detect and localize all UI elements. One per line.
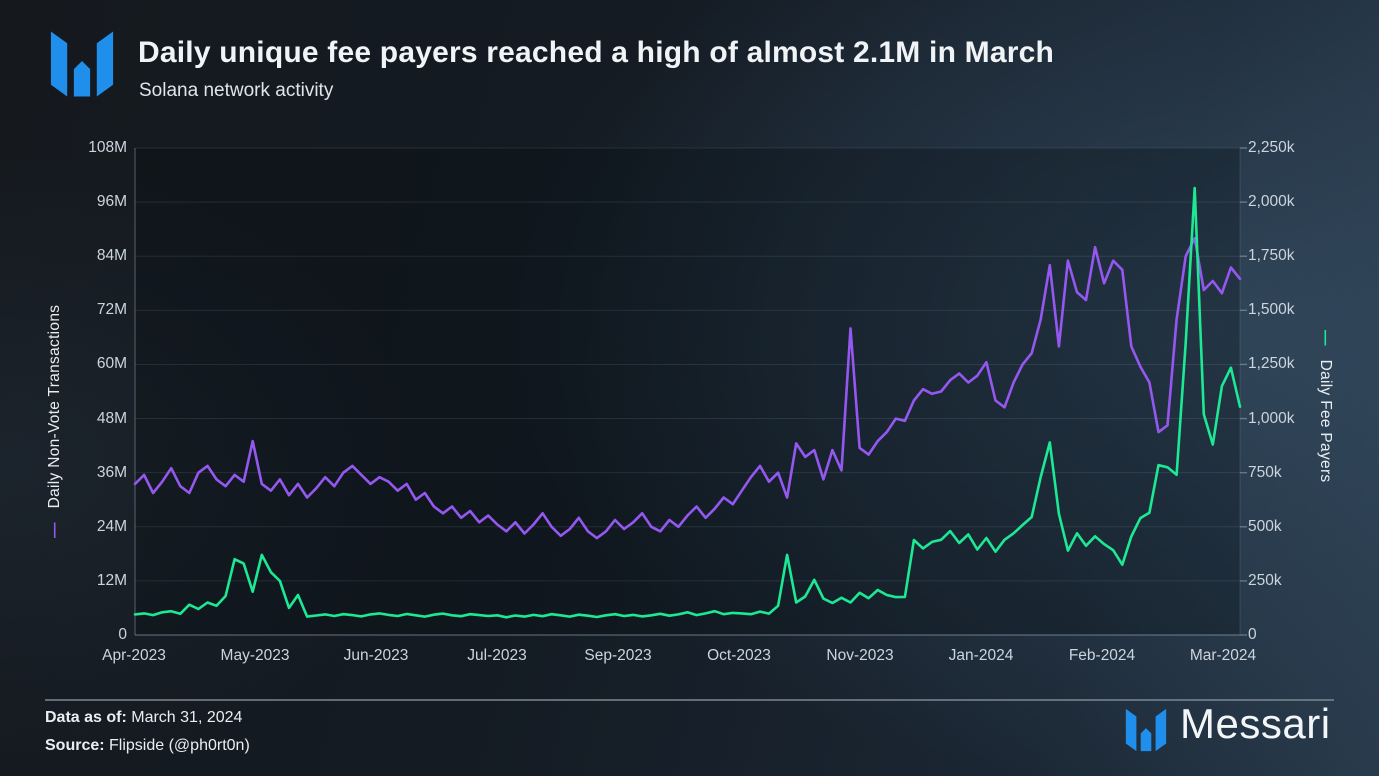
y-axis-tick-label-right: 250k [1248, 571, 1282, 589]
y-axis-tick-label-left: 96M [96, 193, 127, 211]
right-axis-title-label: Daily Fee Payers [1317, 359, 1334, 483]
x-axis-tick-label: May-2023 [220, 647, 290, 664]
fee-payers-legend-dash: — [1317, 330, 1334, 346]
messari-logo-icon [50, 31, 114, 97]
data-as-of: Data as of: March 31, 2024 [45, 709, 242, 727]
x-axis-tick-label: Sep-2023 [584, 647, 652, 664]
y-axis-tick-label-right: 1,000k [1248, 409, 1295, 427]
y-axis-tick-label-right: 500k [1248, 517, 1282, 535]
data-as-of-label: Data as of: [45, 709, 127, 726]
left-axis-title-label: Daily Non-Vote Transactions [46, 304, 63, 509]
y-axis-tick-label-right: 2,250k [1248, 139, 1295, 156]
series-line-daily-non-vote-transactions [133, 236, 1242, 540]
x-axis-tick-label: Nov-2023 [826, 647, 894, 664]
y-axis-tick-label-right: 2,000k [1248, 193, 1295, 211]
y-axis-tick-label-right: 1,500k [1248, 301, 1295, 319]
source-label: Source: [45, 737, 105, 754]
page-title: Daily unique fee payers reached a high o… [138, 36, 1054, 69]
y-axis-tick-label-left: 60M [96, 355, 127, 373]
data-as-of-value: March 31, 2024 [126, 709, 243, 726]
x-axis-tick-label: Oct-2023 [707, 647, 771, 664]
y-axis-tick-label-left: 84M [96, 247, 127, 265]
y-axis-tick-label-left: 48M [96, 409, 127, 427]
x-axis-tick-label: Jan-2024 [948, 647, 1014, 664]
y-axis-tick-label-left: 108M [88, 139, 127, 156]
y-axis-tick-label-left: 36M [96, 463, 127, 481]
y-axis-tick-label-right: 750k [1248, 463, 1282, 481]
y-axis-tick-label-right: 1,750k [1248, 247, 1295, 265]
plot-area [135, 148, 1240, 635]
y-axis-tick-label-left: 12M [96, 571, 127, 589]
non-vote-transactions-legend-dash: — [46, 522, 63, 538]
footer-divider [45, 699, 1334, 701]
messari-logo-icon [1125, 708, 1167, 752]
y-axis-tick-label-left: 0 [118, 626, 127, 643]
source-value: Flipside (@ph0rt0n) [104, 737, 250, 754]
x-axis-tick-label: Feb-2024 [1068, 647, 1136, 664]
y-axis-tick-label-right: 0 [1248, 626, 1257, 643]
series-line-daily-fee-payers [133, 186, 1242, 619]
x-axis-tick-label: Jul-2023 [467, 647, 527, 664]
x-axis-tick-label: Jun-2023 [343, 647, 409, 664]
page-subtitle: Solana network activity [139, 80, 334, 101]
y-axis-tick-label-left: 24M [96, 517, 127, 535]
x-axis-tick-label: Mar-2024 [1189, 647, 1257, 664]
y-axis-tick-label-right: 1,250k [1248, 355, 1295, 373]
y-axis-tick-label-left: 72M [96, 301, 127, 319]
right-axis-title: — Daily Fee Payers [1316, 330, 1334, 550]
source: Source: Flipside (@ph0rt0n) [45, 737, 250, 755]
x-axis-tick-label: Apr-2023 [102, 647, 166, 664]
messari-wordmark: Messari [1180, 700, 1331, 747]
left-axis-title: — Daily Non-Vote Transactions [46, 262, 64, 538]
